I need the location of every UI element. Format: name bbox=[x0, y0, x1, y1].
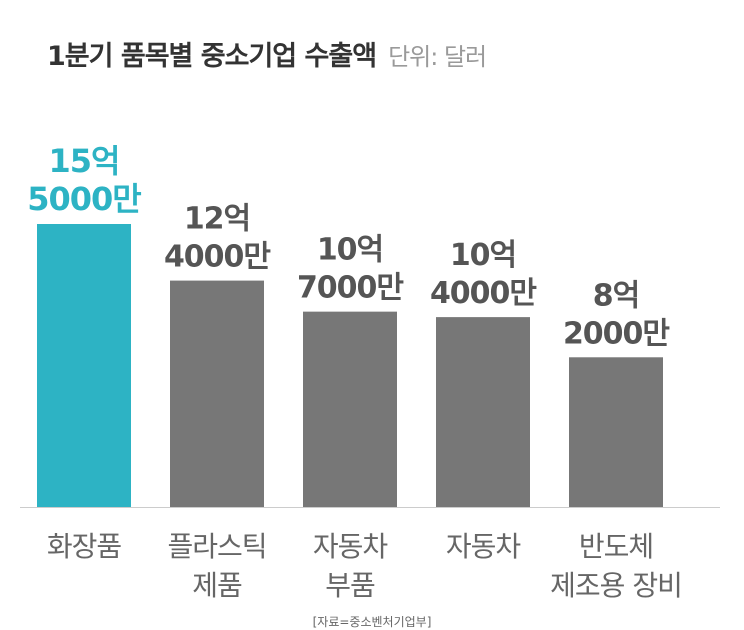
category-label-3: 자동차 bbox=[446, 530, 521, 563]
chart-title: 1분기 품목별 중소기업 수출액 bbox=[47, 41, 377, 72]
value-label-1: 12억 4000만 bbox=[164, 202, 271, 275]
value-label-line: 4000만 bbox=[164, 240, 271, 275]
category-label-line: 화장품 bbox=[47, 530, 122, 563]
value-label-line: 15억 bbox=[49, 142, 120, 180]
category-label-line: 부품 bbox=[325, 569, 375, 602]
source-credit: [자료=중소벤처기업부] bbox=[312, 615, 432, 629]
bar-3 bbox=[436, 317, 530, 507]
value-label-line: 4000만 bbox=[430, 276, 537, 311]
value-label-0: 15억 5000만 bbox=[27, 142, 141, 218]
value-label-line: 2000만 bbox=[563, 316, 670, 351]
value-label-line: 7000만 bbox=[297, 271, 404, 306]
value-label-2: 10억 7000만 bbox=[297, 233, 404, 306]
header: 1분기 품목별 중소기업 수출액 단위: 달러 bbox=[47, 34, 487, 73]
category-label-line: 제조용 장비 bbox=[550, 569, 682, 602]
value-label-line: 10억 bbox=[317, 233, 383, 268]
category-label-line: 플라스틱 bbox=[167, 530, 266, 563]
category-label-line: 자동차 bbox=[313, 530, 388, 563]
value-label-line: 10억 bbox=[450, 238, 516, 273]
bar-4 bbox=[569, 357, 663, 507]
value-label-line: 8억 bbox=[593, 278, 639, 313]
value-label-line: 12억 bbox=[184, 202, 250, 237]
value-label-3: 10억 4000만 bbox=[430, 238, 537, 311]
value-label-line: 5000만 bbox=[27, 180, 141, 218]
category-label-0: 화장품 bbox=[47, 530, 122, 563]
unit-label: 단위: 달러 bbox=[388, 43, 487, 71]
value-label-4: 8억 2000만 bbox=[563, 278, 670, 351]
category-label-line: 자동차 bbox=[446, 530, 521, 563]
bar-1 bbox=[170, 280, 264, 507]
category-label-line: 제품 bbox=[192, 569, 242, 602]
bar-2 bbox=[303, 311, 397, 507]
category-label-line: 반도체 bbox=[579, 530, 653, 563]
bar-0 bbox=[37, 224, 131, 507]
